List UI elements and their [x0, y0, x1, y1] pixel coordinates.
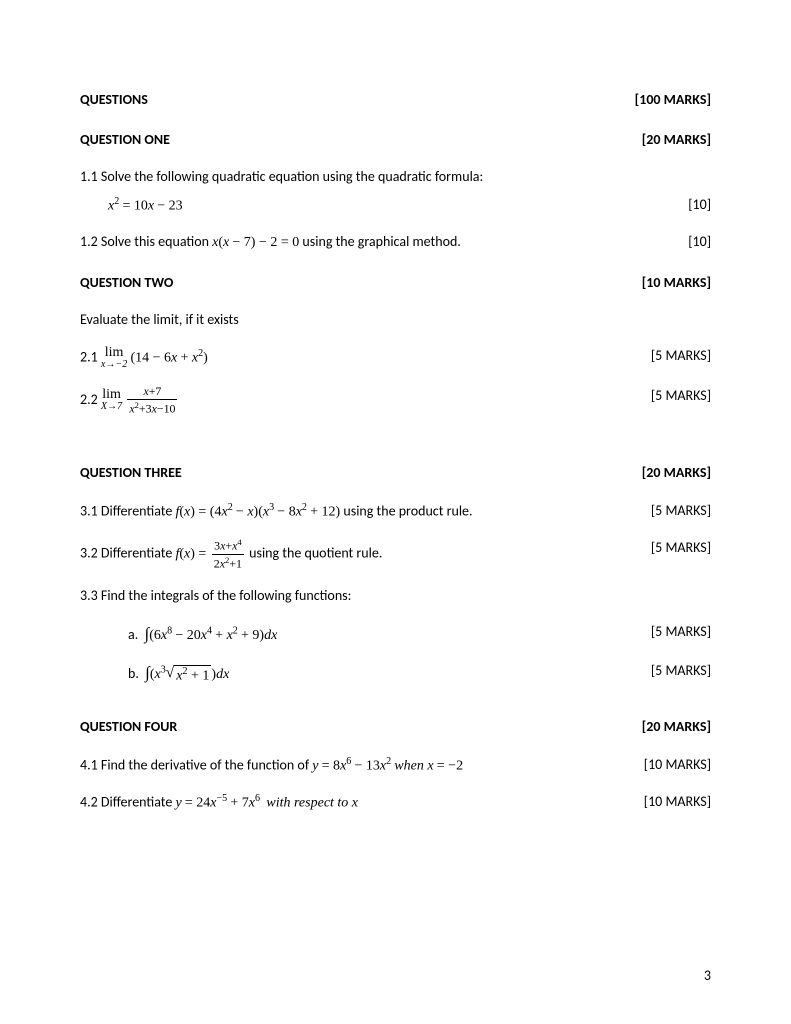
- q1-heading-row: QUESTION ONE [20 MARKS]: [80, 130, 711, 150]
- q2-heading-row: QUESTION TWO [10 MARKS]: [80, 273, 711, 293]
- q3-1-a: Differentiate: [101, 502, 176, 519]
- q3-a-marks: [5 MARKS]: [621, 622, 711, 642]
- q3-a-content: a. ∫(6x8 − 20x4 + x2 + 9)dx: [80, 622, 621, 646]
- q4-2-marks: [10 MARKS]: [621, 792, 711, 812]
- q3-1-marks: [5 MARKS]: [621, 501, 711, 521]
- q4-1-num: 4.1: [80, 756, 98, 773]
- q3-3-num: 3.3: [80, 587, 98, 604]
- q2-2-content: 2.2 limX→7 x+7 x2+3x−10: [80, 386, 621, 416]
- q3-1-row: 3.1 Differentiate f(x) = (4x2 − x)(x3 − …: [80, 501, 711, 522]
- q1-1-num: 1.1: [80, 168, 98, 185]
- q1-2-a: Solve this equation: [101, 233, 212, 250]
- q3-2-frac: 3x+x4 2x2+1: [212, 538, 244, 570]
- q2-2-lim: limX→7: [101, 388, 122, 412]
- q3-a-row: a. ∫(6x8 − 20x4 + x2 + 9)dx [5 MARKS]: [80, 622, 711, 646]
- q3-b-marks: [5 MARKS]: [621, 661, 711, 681]
- q3-2-a: Differentiate: [101, 544, 176, 561]
- q1-2-b: using the graphical method.: [299, 233, 461, 250]
- q1-2-row: 1.2 Solve this equation x(x − 7) − 2 = 0…: [80, 232, 711, 253]
- q1-heading: QUESTION ONE: [80, 130, 621, 150]
- q3-1-num: 3.1: [80, 502, 98, 519]
- q3-b-row: b. ∫(x3√x2 + 1)dx [5 MARKS]: [80, 661, 711, 685]
- q2-2-marks: [5 MARKS]: [621, 386, 711, 406]
- q1-1-eq-row: x2 = 10x − 23 [10]: [80, 195, 711, 216]
- q2-2-row: 2.2 limX→7 x+7 x2+3x−10 [5 MARKS]: [80, 386, 711, 416]
- q4-heading: QUESTION FOUR: [80, 717, 621, 737]
- q4-marks: [20 MARKS]: [621, 717, 711, 737]
- q2-1-num: 2.1: [80, 348, 98, 365]
- q3-2-row: 3.2 Differentiate f(x) = 3x+x4 2x2+1 usi…: [80, 538, 711, 570]
- q3-heading: QUESTION THREE: [80, 463, 621, 483]
- q2-1-row: 2.1 limx→−2 (14 − 6x + x2) [5 MARKS]: [80, 346, 711, 370]
- q3-2-content: 3.2 Differentiate f(x) = 3x+x4 2x2+1 usi…: [80, 538, 621, 570]
- q4-1-row: 4.1 Find the derivative of the function …: [80, 755, 711, 776]
- header-row: QUESTIONS [100 MARKS]: [80, 90, 711, 110]
- q2-intro: Evaluate the limit, if it exists: [80, 310, 621, 330]
- q2-1-lim: limx→−2: [101, 346, 127, 370]
- q3-3-row: 3.3 Find the integrals of the following …: [80, 586, 711, 606]
- q3-1-content: 3.1 Differentiate f(x) = (4x2 − x)(x3 − …: [80, 501, 621, 522]
- q3-b-label: b.: [128, 665, 139, 682]
- q4-2-row: 4.2 Differentiate y = 24x−5 + 7x6 with r…: [80, 792, 711, 813]
- q2-marks: [10 MARKS]: [621, 273, 711, 293]
- q3-marks: [20 MARKS]: [621, 463, 711, 483]
- q3-3-text: Find the integrals of the following func…: [101, 587, 352, 604]
- q1-1-marks: [10]: [621, 195, 711, 215]
- q1-2-marks: [10]: [621, 232, 711, 252]
- q2-2-frac: x+7 x2+3x−10: [127, 386, 177, 416]
- q4-2-text: Differentiate: [101, 793, 176, 810]
- q3-b-content: b. ∫(x3√x2 + 1)dx: [80, 661, 621, 685]
- q3-1-b: using the product rule.: [340, 502, 472, 519]
- q1-1-prompt: Solve the following quadratic equation u…: [101, 168, 483, 185]
- header-title: QUESTIONS: [80, 90, 621, 110]
- q3-2-b: using the quotient rule.: [249, 544, 382, 561]
- q3-heading-row: QUESTION THREE [20 MARKS]: [80, 463, 711, 483]
- page-number: 3: [704, 967, 711, 984]
- q1-1-text-row: 1.1 Solve the following quadratic equati…: [80, 167, 711, 187]
- q4-2-num: 4.2: [80, 793, 98, 810]
- q1-1-equation: x2 = 10x − 23: [80, 195, 621, 216]
- q1-2-text: 1.2 Solve this equation x(x − 7) − 2 = 0…: [80, 232, 621, 253]
- q3-a-label: a.: [128, 626, 138, 643]
- q2-heading: QUESTION TWO: [80, 273, 621, 293]
- q2-1-marks: [5 MARKS]: [621, 346, 711, 366]
- sqrt-icon: √x2 + 1: [166, 665, 212, 685]
- q1-1-text: 1.1 Solve the following quadratic equati…: [80, 167, 621, 187]
- q1-marks: [20 MARKS]: [621, 130, 711, 150]
- q2-1-content: 2.1 limx→−2 (14 − 6x + x2): [80, 346, 621, 370]
- q2-intro-row: Evaluate the limit, if it exists: [80, 310, 711, 330]
- q4-1-text: Find the derivative of the function of: [101, 756, 312, 773]
- q3-3-content: 3.3 Find the integrals of the following …: [80, 586, 621, 606]
- q3-2-num: 3.2: [80, 544, 98, 561]
- q2-2-num: 2.2: [80, 391, 98, 408]
- exam-page: QUESTIONS [100 MARKS] QUESTION ONE [20 M…: [0, 0, 791, 813]
- q3-2-marks: [5 MARKS]: [621, 538, 711, 558]
- header-total-marks: [100 MARKS]: [621, 90, 711, 110]
- q4-1-content: 4.1 Find the derivative of the function …: [80, 755, 621, 776]
- q4-heading-row: QUESTION FOUR [20 MARKS]: [80, 717, 711, 737]
- q4-1-marks: [10 MARKS]: [621, 755, 711, 775]
- q4-2-content: 4.2 Differentiate y = 24x−5 + 7x6 with r…: [80, 792, 621, 813]
- q1-2-num: 1.2: [80, 233, 98, 250]
